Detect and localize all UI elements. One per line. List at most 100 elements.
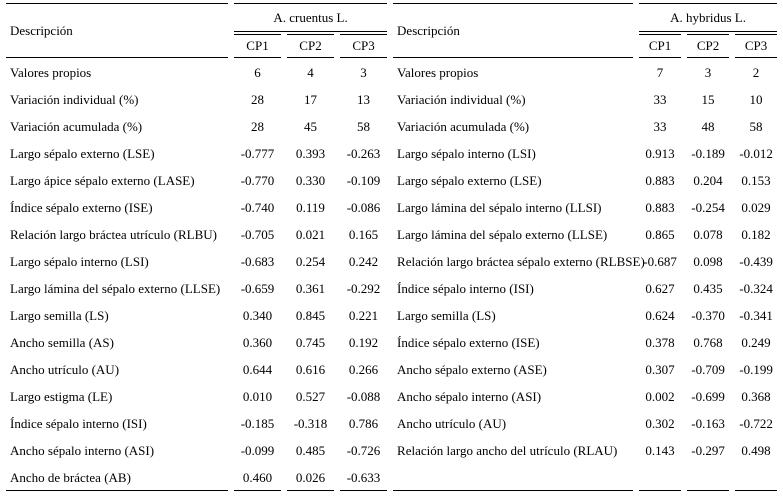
value-cell: 0.307 xyxy=(645,361,675,377)
value-cell: 0.249 xyxy=(741,334,771,350)
value-cell: -0.726 xyxy=(346,442,381,458)
value-cell: 0.368 xyxy=(741,388,771,404)
row-label-left: Largo ápice sépalo externo (LASE) xyxy=(10,172,195,188)
value-cell: -0.659 xyxy=(240,280,275,296)
value-cell: 0.865 xyxy=(645,226,675,242)
row-label-right: Largo lámina del sépalo interno (LLSI) xyxy=(397,199,602,215)
table-row: Largo estigma (LE) 0.010 0.527 -0.088 Ancho … xyxy=(6,384,777,409)
value-cell: -0.099 xyxy=(240,442,275,458)
table-row: Largo ápice sépalo externo (LASE) -0.770 0… xyxy=(6,168,777,193)
value-cell: 0.002 xyxy=(645,388,675,404)
value-cell: -0.683 xyxy=(240,253,275,269)
value-cell: -0.185 xyxy=(240,415,275,431)
value-cell: 0.010 xyxy=(242,388,273,404)
table-row: Índice sépalo externo (ISE) -0.740 0.119 -0… xyxy=(6,195,777,220)
row-label-right: Largo sépalo interno (LSI) xyxy=(397,145,536,161)
value-cell: -0.297 xyxy=(691,442,725,458)
value-cell: 0.026 xyxy=(287,465,334,491)
value-cell: -0.109 xyxy=(346,172,381,188)
row-label-right: Relación largo bráctea sépalo externo (R… xyxy=(397,253,645,269)
cp1-header-right: CP1 xyxy=(639,34,682,58)
value-cell: -0.189 xyxy=(691,145,725,161)
value-cell: 0.192 xyxy=(348,334,379,350)
value-cell: 0.340 xyxy=(242,307,273,323)
value-cell: 0.266 xyxy=(348,361,379,377)
value-cell: 33 xyxy=(653,118,667,134)
value-cell: -0.199 xyxy=(739,361,773,377)
row-label-right: Largo sépalo externo (LSE) xyxy=(397,172,542,188)
row-label-right: Ancho sépalo externo (ASE) xyxy=(397,361,547,377)
value-cell: -0.292 xyxy=(346,280,381,296)
row-label-left: Variación individual (%) xyxy=(10,91,139,107)
species-header-row: Descripción A. cruentus L. Descripción A… xyxy=(6,3,778,58)
row-label-right: Largo semilla (LS) xyxy=(397,307,496,323)
table-body: Valores propios 6 4 3 Valores propios 7 3 2 Vari… xyxy=(6,60,778,491)
value-cell: 0.078 xyxy=(693,226,723,242)
value-cell: 0.644 xyxy=(242,361,273,377)
value-cell: -0.722 xyxy=(739,415,773,431)
value-cell: -0.633 xyxy=(340,465,388,491)
value-cell: 0.302 xyxy=(645,415,675,431)
value-cell: 0.182 xyxy=(741,226,771,242)
value-cell xyxy=(687,465,730,491)
value-cell: -0.709 xyxy=(691,361,725,377)
value-cell: 0.143 xyxy=(645,442,675,458)
value-cell: 15 xyxy=(701,91,715,107)
table-row: Ancho utrículo (AU) 0.644 0.616 0.266 Ancho … xyxy=(6,357,777,382)
table-row: Variación individual (%) 28 17 13 Variación … xyxy=(6,87,777,112)
row-label-right: Valores propios xyxy=(397,64,479,80)
cp-header-row: CP1 CP2 CP3 CP1 CP2 CP3 xyxy=(6,34,778,58)
value-cell: 3 xyxy=(704,64,712,80)
value-cell: -0.263 xyxy=(346,145,381,161)
row-label-left: Largo sépalo externo (LSE) xyxy=(10,145,155,161)
value-cell: 0.883 xyxy=(645,172,675,188)
row-label-left: Índice sépalo externo (ISE) xyxy=(10,199,153,215)
row-label-right: Relación largo ancho del utrículo (RLAU) xyxy=(397,442,618,458)
value-cell: -0.086 xyxy=(346,199,381,215)
value-cell: 0.845 xyxy=(295,307,326,323)
value-cell: 0.098 xyxy=(693,253,723,269)
cp1-header-left: CP1 xyxy=(234,34,281,58)
row-label-left: Valores propios xyxy=(10,64,92,80)
value-cell: 45 xyxy=(304,118,317,134)
value-cell: 2 xyxy=(752,64,760,80)
value-cell: 0.242 xyxy=(348,253,379,269)
desc-header-right: Descripción xyxy=(393,3,634,58)
value-cell: 4 xyxy=(307,64,314,80)
table-row: Índice sépalo interno (ISI) -0.185 -0.318 0… xyxy=(6,411,777,436)
row-label-left: Ancho sépalo interno (ASI) xyxy=(10,442,155,458)
value-cell: 0.360 xyxy=(242,334,273,350)
value-cell: 0.786 xyxy=(348,415,379,431)
value-cell: 0.527 xyxy=(295,388,326,404)
row-label-left: Variación acumulada (%) xyxy=(10,118,143,134)
value-cell: -0.687 xyxy=(643,253,677,269)
value-cell: -0.254 xyxy=(691,199,725,215)
table-row: Largo sépalo externo (LSE) -0.777 0.393 -0.… xyxy=(6,141,777,166)
value-cell: -0.341 xyxy=(739,307,773,323)
row-label-left: Ancho de bráctea (AB) xyxy=(6,465,228,491)
value-cell: -0.699 xyxy=(691,388,725,404)
value-cell xyxy=(735,465,778,491)
value-cell: 0.204 xyxy=(693,172,723,188)
table-row: Largo semilla (LS) 0.340 0.845 0.221 Largo s… xyxy=(6,303,777,328)
value-cell: 0.624 xyxy=(645,307,675,323)
row-label-right xyxy=(393,465,634,491)
value-cell: -0.777 xyxy=(240,145,275,161)
desc-header-left: Descripción xyxy=(6,3,228,58)
value-cell: -0.770 xyxy=(240,172,275,188)
value-cell: 3 xyxy=(360,64,367,80)
row-label-left: Largo lámina del sépalo externo (LLSE) xyxy=(10,280,221,296)
table-row: Valores propios 6 4 3 Valores propios 7 3 2 xyxy=(6,60,777,85)
value-cell: 0.254 xyxy=(295,253,326,269)
value-cell: 33 xyxy=(653,91,667,107)
cp3-header-left: CP3 xyxy=(340,34,388,58)
table-row: Ancho sépalo interno (ASI) -0.099 0.485 -0.… xyxy=(6,438,777,463)
row-label-left: Índice sépalo interno (ISI) xyxy=(10,415,147,431)
value-cell: 17 xyxy=(304,91,317,107)
row-label-right: Índice sépalo interno (ISI) xyxy=(397,280,534,296)
value-cell: 0.393 xyxy=(295,145,326,161)
table-row: Largo sépalo interno (LSI) -0.683 0.254 0.2… xyxy=(6,249,777,274)
value-cell: 0.153 xyxy=(741,172,771,188)
species-header-hybridus: A. hybridus L. xyxy=(639,3,778,32)
